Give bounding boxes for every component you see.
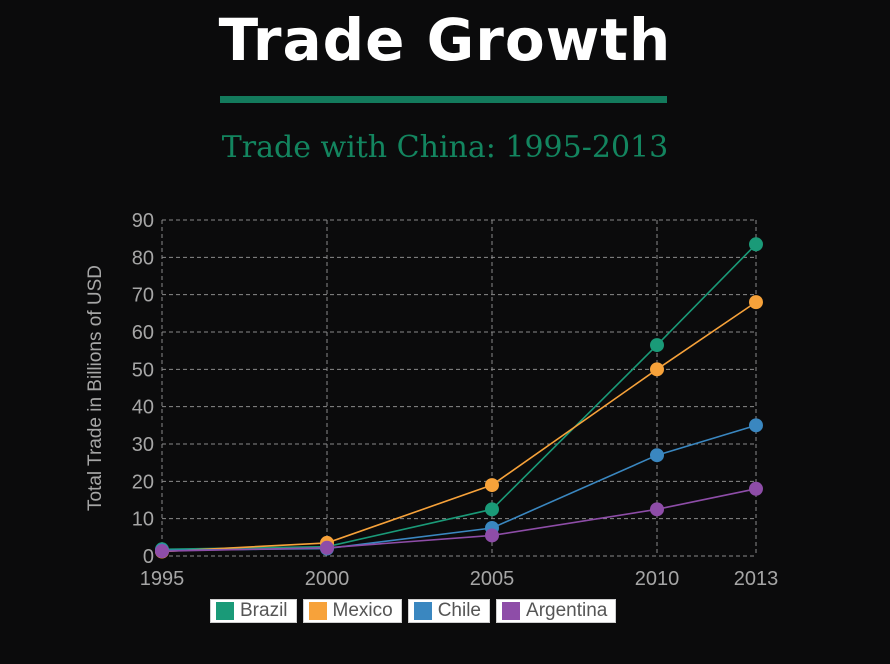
legend-item-argentina: Argentina xyxy=(496,599,617,623)
y-tick-label: 40 xyxy=(132,397,154,419)
series-line-argentina xyxy=(161,488,757,552)
x-tick-label: 2005 xyxy=(470,568,515,590)
legend-swatch xyxy=(502,602,521,620)
y-tick-label: 90 xyxy=(132,210,154,232)
data-point-brazil xyxy=(749,237,763,252)
page-title: Trade Growth xyxy=(218,6,672,74)
legend-label: Argentina xyxy=(526,600,608,621)
data-point-chile xyxy=(650,448,664,463)
legend-label: Chile xyxy=(437,600,482,621)
legend-item-brazil: Brazil xyxy=(210,599,297,623)
series-line-brazil xyxy=(161,243,757,551)
x-tick-label: 1995 xyxy=(140,568,185,590)
data-point-argentina xyxy=(650,502,664,517)
y-tick-label: 80 xyxy=(132,247,154,269)
y-tick-label: 10 xyxy=(132,509,154,531)
data-point-brazil xyxy=(650,338,664,353)
y-tick-label: 30 xyxy=(132,434,154,456)
x-tick-label: 2010 xyxy=(635,568,680,590)
data-point-argentina xyxy=(749,481,763,496)
y-tick-label: 0 xyxy=(143,546,154,568)
data-point-argentina xyxy=(155,544,169,559)
legend-item-chile: Chile xyxy=(407,599,491,623)
x-tick-label: 2000 xyxy=(305,568,350,590)
data-point-chile xyxy=(749,418,763,433)
y-tick-label: 20 xyxy=(132,471,154,493)
chart-legend: Brazil Mexico Chile Argentina xyxy=(210,599,617,623)
title-underline xyxy=(220,96,667,103)
data-point-argentina xyxy=(485,528,499,543)
y-tick-label: 50 xyxy=(132,359,154,381)
data-point-mexico xyxy=(485,478,499,493)
y-axis-label: Total Trade in Billions of USD xyxy=(85,265,106,511)
legend-swatch xyxy=(308,602,327,620)
y-tick-label: 60 xyxy=(132,322,154,344)
data-point-brazil xyxy=(485,502,499,517)
y-tick-label: 70 xyxy=(132,285,154,307)
data-point-mexico xyxy=(650,362,664,377)
legend-item-mexico: Mexico xyxy=(302,599,402,623)
series-line-mexico xyxy=(161,301,757,553)
legend-label: Mexico xyxy=(332,600,393,621)
data-point-argentina xyxy=(320,540,334,555)
data-point-mexico xyxy=(749,295,763,310)
legend-swatch xyxy=(413,602,432,620)
legend-swatch xyxy=(216,602,234,620)
chart-subtitle: Trade with China: 1995-2013 xyxy=(221,130,669,165)
x-tick-label: 2013 xyxy=(734,568,779,590)
legend-label: Brazil xyxy=(240,600,288,621)
